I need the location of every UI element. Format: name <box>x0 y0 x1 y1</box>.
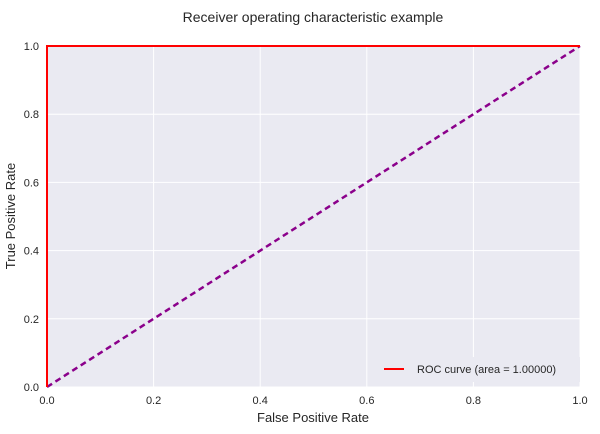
y-tick-label: 0.8 <box>24 109 39 121</box>
y-tick-label: 0.2 <box>24 314 39 326</box>
y-tick-label: 0.6 <box>24 177 39 189</box>
x-tick-label: 0.4 <box>253 395 268 407</box>
x-tick-label: 0.2 <box>146 395 161 407</box>
chart-title: Receiver operating characteristic exampl… <box>183 9 444 25</box>
legend-box <box>374 357 580 382</box>
y-axis-label: True Positive Rate <box>3 163 18 269</box>
x-axis-label: False Positive Rate <box>257 410 369 425</box>
legend-label-roc: ROC curve (area = 1.00000) <box>417 364 556 376</box>
x-tick-label: 0.6 <box>359 395 374 407</box>
legend: ROC curve (area = 1.00000) <box>374 357 580 382</box>
diagonal-reference-line <box>46 44 581 389</box>
y-tick-label: 0.0 <box>24 382 39 394</box>
roc-curve-line <box>46 45 580 387</box>
x-tick-label: 1.0 <box>572 395 587 407</box>
grid-lines <box>46 45 581 388</box>
y-tick-labels: 0.0 0.2 0.4 0.6 0.8 1.0 <box>24 41 39 394</box>
x-tick-labels: 0.0 0.2 0.4 0.6 0.8 1.0 <box>39 395 587 407</box>
y-tick-label: 0.4 <box>24 246 39 258</box>
series-layer <box>46 44 581 389</box>
y-tick-label: 1.0 <box>24 41 39 53</box>
x-tick-label: 0.8 <box>466 395 481 407</box>
x-tick-label: 0.0 <box>39 395 54 407</box>
